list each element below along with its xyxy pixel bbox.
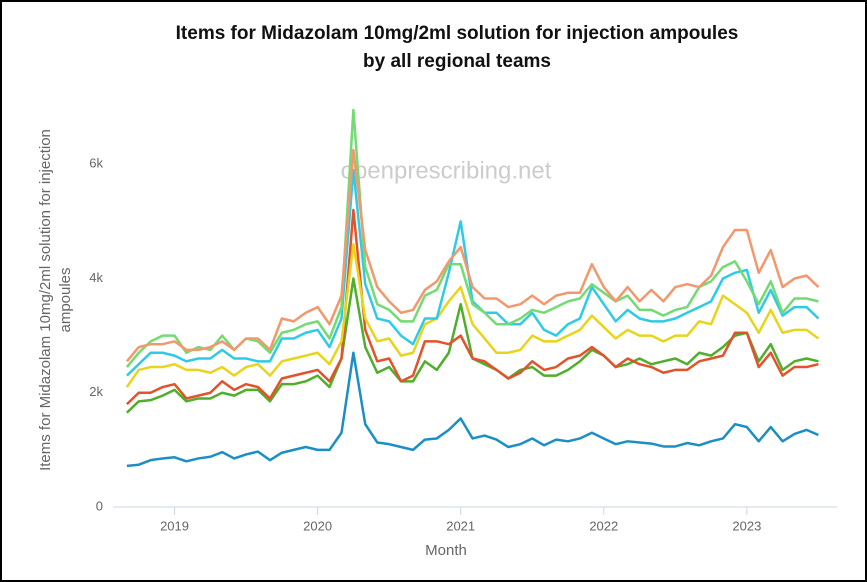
- y-tick-label: 6k: [89, 156, 103, 171]
- chart-title: by all regional teams: [363, 51, 551, 72]
- y-axis-label: Items for Midazolam 10mg/2ml solution fo…: [37, 129, 74, 471]
- series-line: [126, 351, 819, 468]
- series-line: [125, 148, 820, 363]
- x-tick-label: 2023: [732, 518, 761, 533]
- y-axis-label-line: ampoules: [57, 267, 74, 332]
- watermark: openprescribing.net: [341, 157, 552, 184]
- x-axis-label: Month: [425, 542, 467, 559]
- x-tick-label: 2021: [446, 518, 475, 533]
- x-tick-label: 2022: [589, 518, 618, 533]
- y-tick-label: 4k: [89, 270, 103, 285]
- chart-title: Items for Midazolam 10mg/2ml solution fo…: [176, 23, 739, 44]
- y-tick-label: 2k: [89, 384, 103, 399]
- x-tick-label: 2020: [303, 518, 332, 533]
- y-tick-label: 0: [96, 498, 103, 513]
- y-axis-label-line: Items for Midazolam 10mg/2ml solution fo…: [37, 129, 54, 471]
- series-line: [126, 208, 819, 406]
- x-tick-label: 2019: [160, 518, 189, 533]
- series-line: [125, 242, 820, 388]
